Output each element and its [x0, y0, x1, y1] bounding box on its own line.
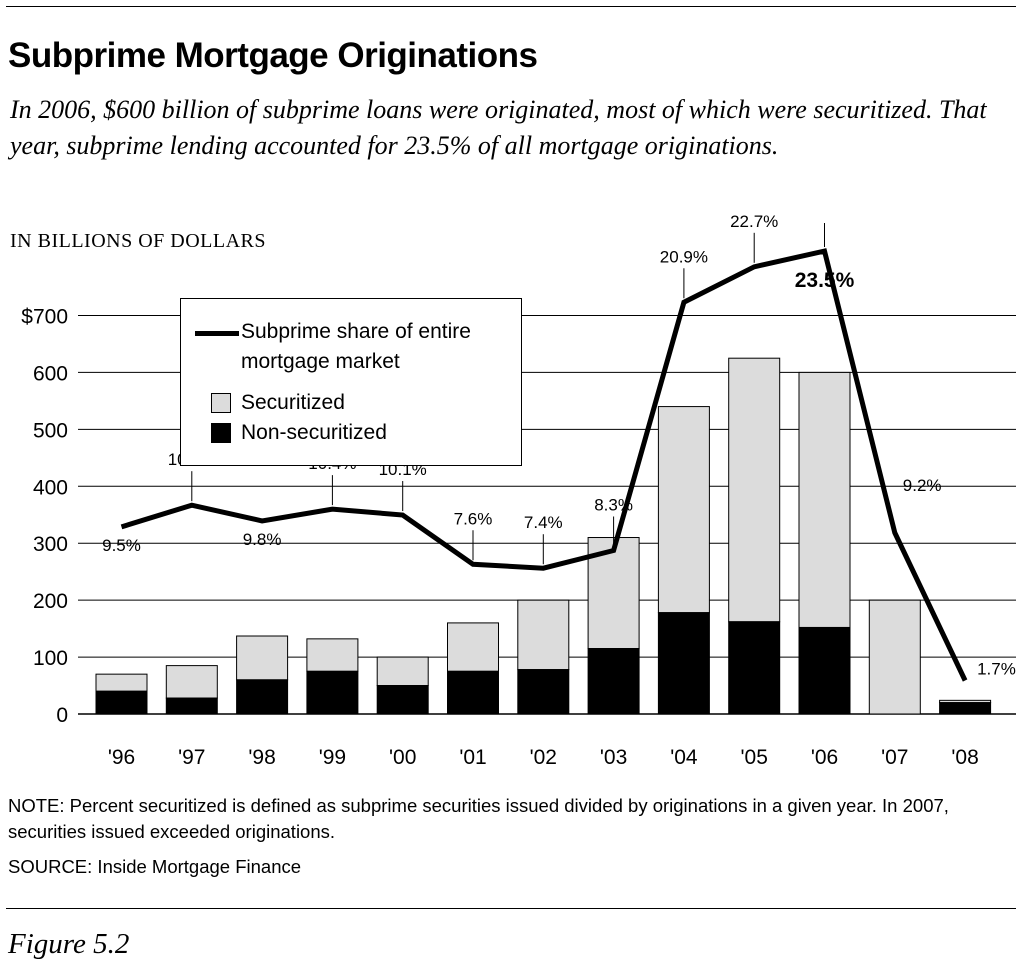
bar-non-securitized	[587, 648, 640, 715]
bar-non-securitized	[165, 697, 218, 715]
chart-subtitle: In 2006, $600 billion of subprime loans …	[10, 95, 987, 160]
share-label: 7.4%	[524, 513, 563, 532]
bar-non-securitized	[657, 612, 710, 715]
bar-securitized	[868, 599, 921, 715]
y-tick-label: 300	[33, 533, 68, 556]
x-tick-label: '06	[811, 746, 838, 769]
legend: Subprime share of entire mortgage market…	[180, 298, 522, 466]
bar-securitized	[306, 638, 359, 672]
x-tick-label: '00	[389, 746, 416, 769]
bar-non-securitized	[447, 670, 499, 715]
bottom-rule	[6, 908, 1016, 909]
legend-line-swatch	[195, 331, 239, 336]
share-label: 8.3%	[594, 495, 633, 514]
x-tick-label: '01	[459, 746, 486, 769]
y-tick-label: $700	[21, 305, 68, 328]
bar-securitized	[517, 599, 570, 671]
bar-securitized	[376, 656, 429, 687]
top-rule	[6, 6, 1016, 7]
bar-non-securitized	[517, 669, 570, 715]
x-tick-label: '99	[319, 746, 346, 769]
share-label: 7.6%	[454, 509, 493, 528]
x-tick-label: '07	[881, 746, 908, 769]
share-label: 23.5%	[795, 269, 855, 292]
bar-non-securitized	[728, 621, 781, 715]
chart-source: SOURCE: Inside Mortgage Finance	[8, 856, 302, 877]
x-tick-label: '97	[178, 746, 205, 769]
x-tick-label: '03	[600, 746, 627, 769]
bar-securitized	[657, 406, 710, 614]
legend-line-label-2: mortgage market	[241, 350, 400, 373]
bar-non-securitized	[95, 690, 148, 715]
chart-note: NOTE: Percent securitized is defined as …	[8, 795, 949, 842]
y-tick-label: 500	[33, 419, 68, 442]
bar-non-securitized	[306, 670, 359, 715]
x-tick-label: '04	[670, 746, 698, 769]
legend-securitized-swatch	[211, 393, 231, 413]
bar-securitized	[798, 371, 851, 628]
x-axis-ticks: '96 '97 '98 '99 '00 '01 '02 '03 '04 '05 '06 '07 '08	[108, 746, 979, 769]
bar-non-securitized	[798, 626, 851, 715]
chart-title: Subprime Mortgage Originations	[8, 36, 538, 75]
bar-non-securitized	[939, 702, 992, 715]
legend-non-securitized-swatch	[211, 423, 231, 443]
share-polyline	[120, 248, 968, 682]
y-axis-ticks: $700 600 500 400 300 200 100 0	[21, 305, 68, 727]
bar-securitized	[236, 635, 289, 681]
bar-non-securitized	[376, 685, 429, 715]
units-label: IN BILLIONS OF DOLLARS	[10, 230, 266, 252]
share-line	[120, 248, 968, 682]
y-tick-label: 100	[33, 647, 68, 670]
share-label: 9.8%	[243, 530, 282, 549]
bar-non-securitized	[236, 679, 289, 715]
bar-securitized	[447, 622, 499, 672]
y-tick-label: 600	[33, 362, 68, 385]
share-label: 9.5%	[102, 536, 141, 555]
x-tick-label: '96	[108, 746, 135, 769]
bar-securitized	[728, 357, 781, 623]
y-tick-label: 200	[33, 590, 68, 613]
figure-caption: Figure 5.2	[8, 928, 130, 960]
x-tick-label: '08	[951, 746, 978, 769]
y-tick-label: 400	[33, 476, 68, 499]
y-tick-label: 0	[56, 704, 68, 727]
legend-non-securitized-label: Non-securitized	[241, 421, 387, 444]
bars	[95, 357, 992, 715]
bar-securitized	[95, 673, 148, 692]
legend-line-label-1: Subprime share of entire	[241, 320, 471, 343]
share-label: 20.9%	[660, 247, 708, 266]
share-label: 1.7%	[977, 660, 1016, 679]
bar-securitized	[165, 665, 218, 699]
share-label: 22.7%	[730, 212, 778, 231]
x-tick-label: '98	[248, 746, 275, 769]
x-tick-label: '05	[741, 746, 768, 769]
legend-securitized-label: Securitized	[241, 391, 345, 414]
share-label: 9.2%	[903, 476, 942, 495]
x-tick-label: '02	[530, 746, 557, 769]
